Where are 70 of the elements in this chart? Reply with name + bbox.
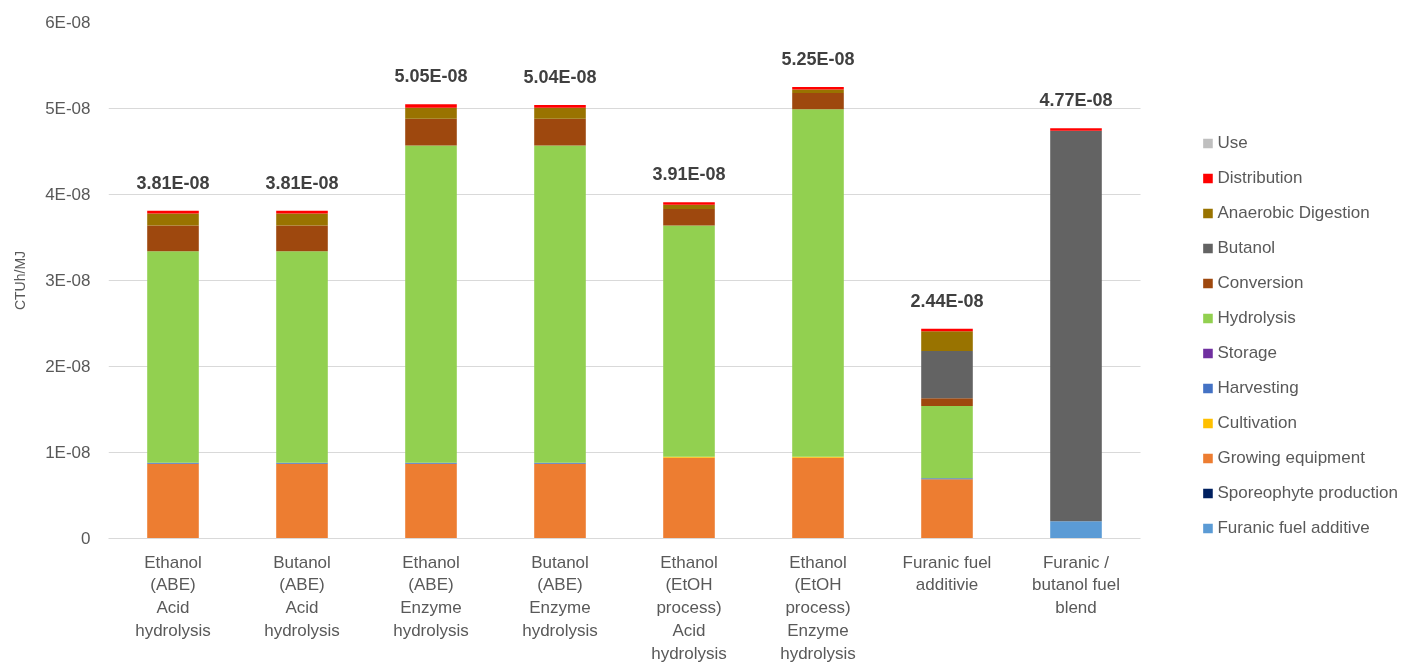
bar bbox=[405, 118, 457, 146]
y-axis-title: CTUh/MJ bbox=[12, 250, 29, 311]
bar bbox=[405, 107, 457, 119]
y-tick-label: 3E-08 bbox=[45, 271, 91, 290]
y-tick-label: 6E-08 bbox=[45, 13, 91, 32]
bar bbox=[147, 213, 199, 226]
x-tick-label: Ethanol (EtOH process) Acid hydrolysis bbox=[651, 552, 727, 663]
legend-label: Harvesting bbox=[1217, 378, 1299, 398]
bar bbox=[534, 105, 586, 108]
legend-label: Hydrolysis bbox=[1217, 308, 1296, 328]
x-tick-label: Butanol (ABE) Enzyme hydrolysis bbox=[522, 552, 598, 640]
legend-label: Storage bbox=[1217, 343, 1278, 363]
x-tick-label: Ethanol (ABE) Acid hydrolysis bbox=[135, 552, 211, 640]
legend-label: Sporeophyte production bbox=[1217, 483, 1398, 503]
bar bbox=[534, 463, 586, 539]
total-label: 5.05E-08 bbox=[394, 66, 468, 87]
bar bbox=[921, 479, 973, 539]
bar bbox=[663, 204, 715, 210]
x-tick-label: Ethanol (ABE) Enzyme hydrolysis bbox=[393, 552, 469, 640]
total-label: 5.04E-08 bbox=[523, 67, 597, 88]
bar bbox=[276, 251, 328, 463]
legend-label: Cultivation bbox=[1217, 413, 1297, 433]
bar bbox=[276, 213, 328, 226]
legend-label: Conversion bbox=[1217, 273, 1304, 293]
bar bbox=[147, 225, 199, 252]
bar bbox=[534, 107, 586, 119]
bar bbox=[405, 104, 457, 108]
total-label: 3.91E-08 bbox=[652, 164, 726, 185]
legend-label: Anaerobic Digestion bbox=[1217, 203, 1370, 223]
bar bbox=[147, 251, 199, 463]
bar bbox=[921, 351, 973, 399]
x-tick-label: Ethanol (EtOH process) Enzyme hydrolysis bbox=[780, 552, 856, 663]
bar bbox=[276, 225, 328, 252]
y-tick-label: 5E-08 bbox=[45, 99, 91, 118]
bar bbox=[921, 398, 973, 407]
x-tick-label: Furanic fuel additivie bbox=[902, 552, 992, 595]
bar bbox=[792, 93, 844, 110]
bar bbox=[921, 406, 973, 479]
total-label: 4.77E-08 bbox=[1039, 90, 1113, 111]
bar bbox=[663, 202, 715, 205]
bar bbox=[534, 145, 586, 463]
bar bbox=[534, 118, 586, 146]
total-label: 3.81E-08 bbox=[136, 172, 210, 193]
x-tick-label: Butanol (ABE) Acid hydrolysis bbox=[264, 552, 340, 640]
total-label: 2.44E-08 bbox=[910, 290, 984, 311]
y-tick-label: 4E-08 bbox=[45, 185, 91, 204]
y-tick-label: 0 bbox=[81, 529, 91, 548]
bar bbox=[405, 463, 457, 539]
bar bbox=[663, 225, 715, 457]
bar bbox=[1050, 130, 1102, 522]
legend-label: Distribution bbox=[1217, 168, 1303, 188]
y-tick-label: 1E-08 bbox=[45, 443, 91, 462]
x-tick-label: Furanic / butanol fuel blend bbox=[1032, 552, 1120, 618]
bar bbox=[792, 109, 844, 457]
bar bbox=[921, 331, 973, 352]
bar bbox=[1050, 128, 1102, 131]
bar bbox=[147, 463, 199, 539]
total-label: 3.81E-08 bbox=[265, 172, 339, 193]
bar bbox=[276, 463, 328, 539]
bar bbox=[405, 145, 457, 463]
legend-label: Butanol bbox=[1217, 238, 1276, 258]
bar bbox=[792, 457, 844, 539]
bar bbox=[663, 209, 715, 226]
legend-label: Furanic fuel additive bbox=[1217, 518, 1370, 538]
total-label: 5.25E-08 bbox=[781, 49, 855, 69]
legend-label: Growing equipment bbox=[1217, 448, 1365, 468]
legend-label: Use bbox=[1217, 133, 1248, 153]
bar bbox=[1050, 521, 1102, 539]
y-tick-label: 2E-08 bbox=[45, 357, 91, 376]
bar bbox=[663, 457, 715, 539]
